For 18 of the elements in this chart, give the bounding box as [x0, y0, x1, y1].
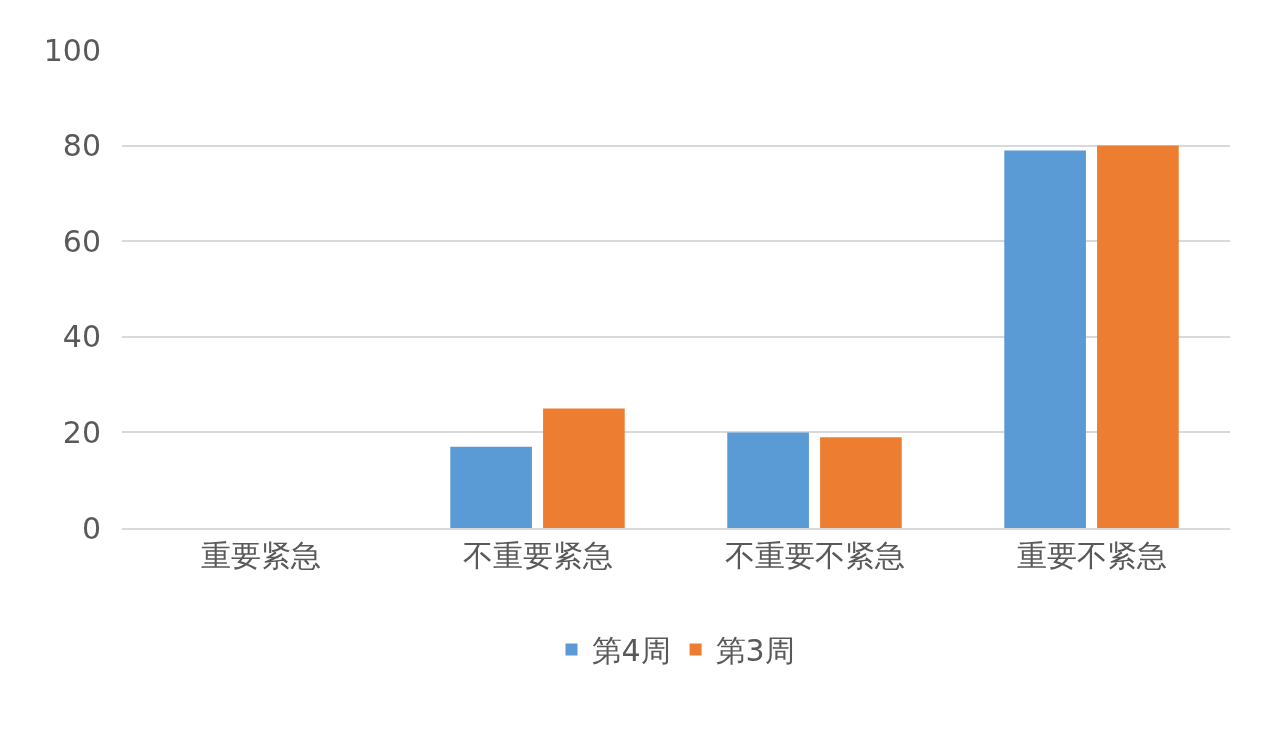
y-tick-label: 0: [81, 510, 101, 546]
legend-label: 第3周: [715, 633, 795, 669]
x-tick-label: 重要不紧急: [1016, 538, 1167, 573]
x-tick-label: 不重要紧急: [462, 538, 613, 573]
x-tick-label: 不重要不紧急: [724, 538, 905, 573]
y-tick-label: 20: [62, 414, 101, 450]
bar: [543, 408, 625, 528]
bar: [727, 432, 809, 528]
bar: [1097, 145, 1179, 528]
y-tick-label: 60: [62, 223, 101, 259]
y-tick-label: 40: [62, 319, 101, 355]
y-tick-label: 100: [43, 32, 101, 68]
bar: [820, 437, 902, 528]
y-tick-label: 80: [62, 128, 101, 164]
x-tick-label: 重要紧急: [200, 538, 321, 573]
legend-label: 第4周: [591, 633, 671, 669]
bar: [1004, 150, 1086, 528]
bar: [450, 446, 532, 528]
